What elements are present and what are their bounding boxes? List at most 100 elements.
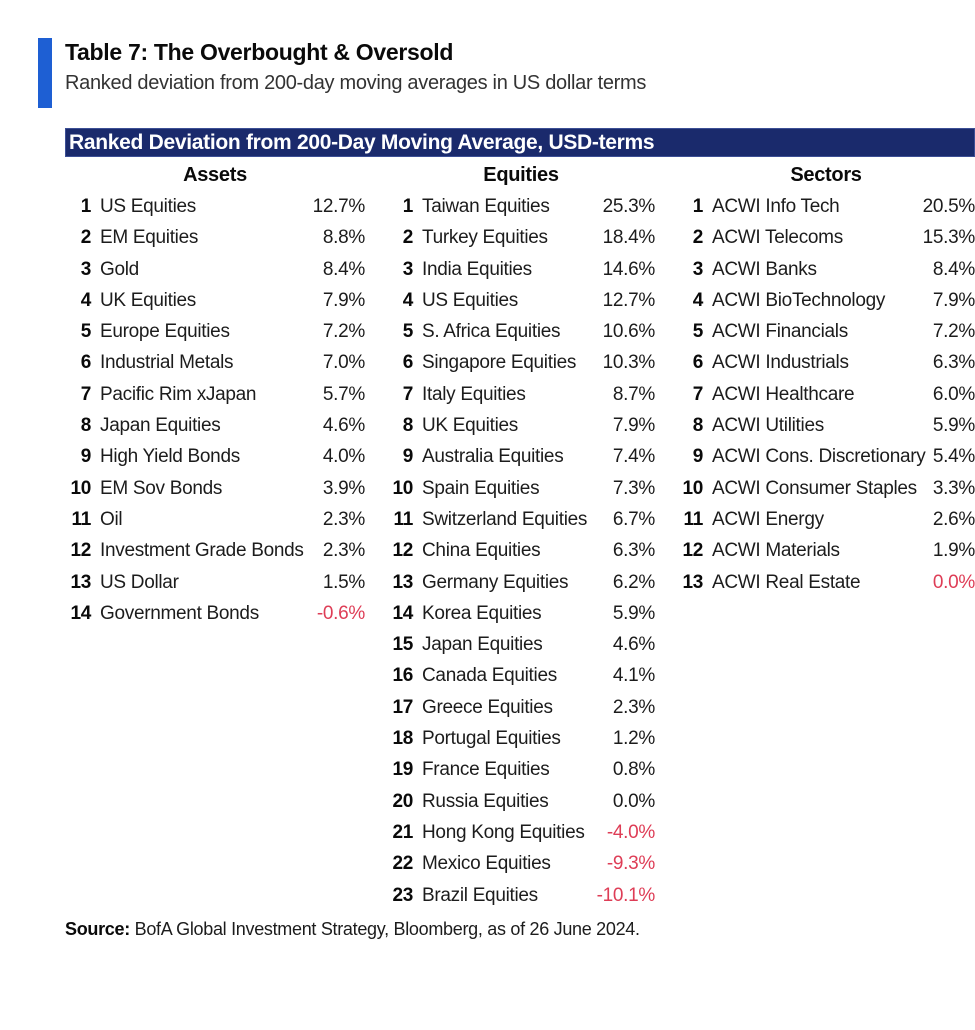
row-value: 5.9%	[612, 602, 655, 624]
table-row: 5 ACWI Financials 7.2%	[677, 316, 975, 347]
table-row: 19 France Equities 0.8%	[387, 754, 655, 785]
row-name: Korea Equities	[422, 602, 542, 624]
row-rank: 2	[80, 227, 92, 249]
row-name: ACWI Banks	[712, 258, 817, 280]
row-value: 6.3%	[612, 540, 655, 562]
row-name: ACWI Utilities	[712, 415, 824, 437]
row-name: Spain Equities	[422, 477, 540, 499]
row-rank: 22	[392, 853, 413, 875]
table-row: 14 Korea Equities 5.9%	[387, 598, 655, 629]
table-row: 6 Singapore Equities 10.3%	[387, 347, 656, 378]
row-rank: 13	[70, 571, 91, 593]
row-value: 4.0%	[322, 446, 365, 468]
row-name: India Equities	[422, 258, 532, 280]
row-name: Turkey Equities	[422, 227, 548, 249]
row-value: 3.3%	[932, 477, 975, 499]
row-value: 6.7%	[612, 508, 655, 530]
row-name: Oil	[100, 508, 123, 530]
row-name: ACWI Telecoms	[712, 227, 843, 249]
row-value: 14.6%	[602, 258, 656, 280]
row-rank: 6	[692, 352, 704, 374]
row-value: 6.3%	[932, 352, 975, 374]
table-title-block: Table 7: The Overbought & Oversold Ranke…	[38, 38, 975, 108]
row-value: 0.0%	[612, 790, 655, 812]
row-value: 7.9%	[612, 415, 655, 437]
table-row: 1 Taiwan Equities 25.3%	[387, 191, 656, 222]
row-name: Brazil Equities	[422, 884, 538, 906]
row-rank: 7	[402, 383, 414, 405]
row-value: 7.3%	[612, 477, 655, 499]
table-row: 10 Spain Equities 7.3%	[387, 473, 655, 504]
row-value: 15.3%	[922, 227, 975, 249]
table-row: 6 ACWI Industrials 6.3%	[677, 347, 975, 378]
row-name: EM Sov Bonds	[100, 477, 223, 499]
row-name: ACWI Financials	[712, 321, 848, 343]
table-row: 9 High Yield Bonds 4.0%	[65, 441, 366, 472]
table-row: 7 ACWI Healthcare 6.0%	[677, 379, 975, 410]
table-row: 2 EM Equities 8.8%	[65, 222, 366, 253]
row-name: Mexico Equities	[422, 853, 551, 875]
row-value: 6.0%	[932, 383, 975, 405]
table-row: 8 Japan Equities 4.6%	[65, 410, 366, 441]
page-subtitle: Ranked deviation from 200-day moving ave…	[65, 71, 647, 94]
row-name: EM Equities	[100, 227, 199, 249]
row-value: 8.4%	[932, 258, 975, 280]
row-name: ACWI Real Estate	[712, 571, 861, 593]
row-rank: 13	[682, 571, 703, 593]
row-rank: 10	[70, 477, 91, 499]
column-sectors: Sectors 1 ACWI Info Tech 20.5% 2 ACWI Teleco…	[677, 157, 975, 911]
row-rank: 5	[402, 321, 414, 343]
table-row: 13 ACWI Real Estate 0.0%	[677, 567, 975, 598]
row-rank: 10	[682, 477, 703, 499]
table-row: 7 Italy Equities 8.7%	[387, 379, 656, 410]
table-row: 8 UK Equities 7.9%	[387, 410, 656, 441]
row-value: 4.6%	[322, 415, 365, 437]
row-name: China Equities	[422, 540, 541, 562]
table-row: 9 ACWI Cons. Discretionary 5.4%	[677, 441, 975, 472]
row-rank: 14	[392, 602, 413, 624]
row-value: 12.7%	[312, 196, 366, 217]
source-note: Source: BofA Global Investment Strategy,…	[65, 919, 975, 940]
row-value: 7.9%	[322, 289, 365, 311]
row-name: UK Equities	[100, 289, 196, 311]
table-row: 17 Greece Equities 2.3%	[387, 692, 655, 723]
table-row: 11 Oil 2.3%	[65, 504, 366, 535]
row-rank: 5	[80, 321, 92, 343]
row-rank: 2	[692, 227, 704, 249]
accent-bar	[38, 38, 52, 108]
row-name: ACWI Cons. Discretionary	[712, 446, 926, 468]
table-row: 4 UK Equities 7.9%	[65, 285, 366, 316]
row-name: ACWI Energy	[712, 508, 824, 530]
row-value: 8.8%	[322, 227, 365, 249]
table-row: 11 Switzerland Equities 6.7%	[387, 504, 656, 535]
row-rank: 4	[402, 289, 414, 311]
row-value: 2.3%	[612, 696, 655, 718]
row-name: Australia Equities	[422, 446, 564, 468]
row-value: 5.4%	[932, 446, 975, 468]
table-banner-heading: Ranked Deviation from 200-Day Moving Ave…	[65, 128, 975, 157]
table-row: 16 Canada Equities 4.1%	[387, 660, 655, 691]
row-value: 6.2%	[612, 571, 655, 593]
row-name: Singapore Equities	[422, 352, 577, 374]
row-name: Greece Equities	[422, 696, 553, 718]
row-name: Germany Equities	[422, 571, 569, 593]
table-row: 12 ACWI Materials 1.9%	[677, 535, 975, 566]
row-value: 7.0%	[322, 352, 365, 374]
row-rank: 23	[392, 884, 413, 906]
row-value: 2.3%	[322, 508, 365, 530]
row-name: Europe Equities	[100, 321, 230, 343]
row-rank: 3	[402, 258, 414, 280]
row-rank: 18	[392, 728, 413, 750]
row-name: Italy Equities	[422, 383, 526, 405]
row-rank: 6	[402, 352, 414, 374]
row-value: 1.9%	[932, 540, 975, 562]
row-rank: 20	[392, 790, 413, 812]
row-rank: 15	[392, 634, 413, 656]
row-name: UK Equities	[422, 415, 518, 437]
equities-rows: 1 Taiwan Equities 25.3% 2 Turkey Equities 18.…	[387, 191, 655, 911]
row-name: Switzerland Equities	[422, 508, 588, 530]
row-value: 0.8%	[612, 759, 655, 781]
table-row: 4 ACWI BioTechnology 7.9%	[677, 285, 975, 316]
column-header-sectors: Sectors	[790, 164, 862, 186]
row-name: US Equities	[100, 196, 196, 217]
